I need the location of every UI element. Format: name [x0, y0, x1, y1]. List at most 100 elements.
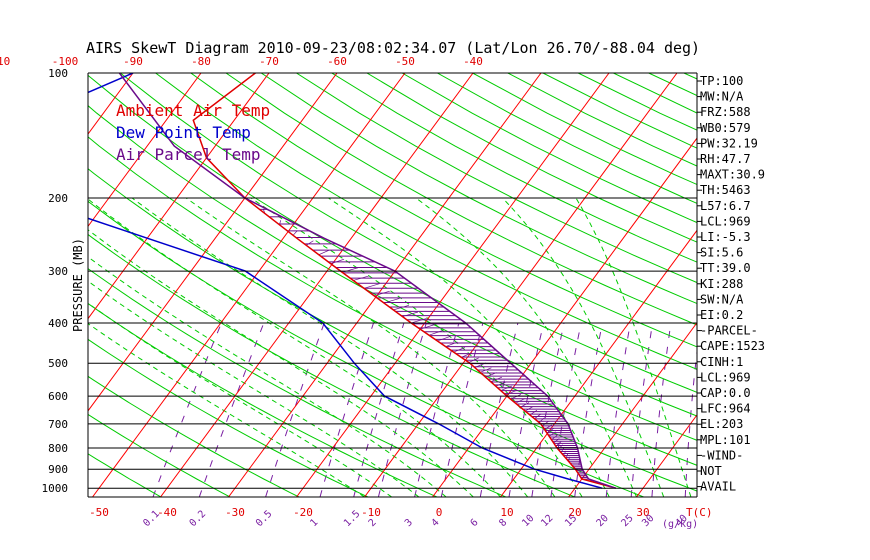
- mixing-ratio-line: [651, 322, 672, 497]
- temp-tick-label-bottom: 0: [436, 506, 443, 519]
- temp-tick-label-bottom: -50: [89, 506, 109, 519]
- moist-adiabat-line: [131, 197, 529, 497]
- mixing-ratio-label: 10: [520, 513, 536, 529]
- dry-adiabat-line: [88, 413, 231, 497]
- mixing-ratio-line: [531, 322, 565, 497]
- pressure-tick-label: 600: [48, 390, 68, 403]
- mixing-ratio-label: 3: [403, 517, 415, 529]
- dry-adiabat-line: [331, 73, 697, 263]
- temp-tick-label-bottom: -40: [157, 506, 177, 519]
- isotherm-line: [432, 137, 697, 497]
- temp-tick-label-top: -60: [327, 55, 347, 68]
- cape-hatch-diagonal: [546, 428, 554, 434]
- cape-hatch-diagonal: [500, 385, 513, 391]
- dry-adiabat-line: [190, 73, 697, 348]
- moist-adiabat-line: [88, 302, 392, 497]
- mixing-ratio-label: 6: [469, 517, 481, 529]
- temp-tick-label-top: -100: [52, 55, 79, 68]
- cape-hatch-diagonal: [555, 441, 562, 447]
- pressure-tick-label: 800: [48, 442, 68, 455]
- stability-index: TT:39.0: [700, 261, 751, 275]
- cape-hatch-diagonal: [520, 402, 530, 408]
- stability-index: NOT: [700, 464, 722, 478]
- mixing-ratio-line: [319, 322, 374, 497]
- pressure-tick-label: 400: [48, 317, 68, 330]
- mixing-ratio-label: 0.5: [254, 509, 275, 530]
- cape-hatch-diagonal: [461, 352, 472, 358]
- legend-entry: Dew Point Temp: [116, 123, 251, 142]
- temp-tick-label-bottom: 20: [568, 506, 581, 519]
- mixing-ratio-label: 0.2: [188, 509, 209, 530]
- isobars: [88, 72, 697, 498]
- isotherm-line: [0, 73, 65, 497]
- dry-adiabat-line: [88, 453, 162, 497]
- pressure-tick-label: 300: [48, 265, 68, 278]
- mixing-ratio-line: [508, 322, 545, 497]
- temp-tick-label-top: -80: [191, 55, 211, 68]
- cape-hatch-diagonal: [306, 240, 314, 246]
- dry-adiabat-line: [296, 73, 697, 284]
- isotherm-line: [296, 73, 610, 497]
- isotherm-line: [364, 73, 678, 497]
- cape-hatch-diagonal: [393, 304, 410, 311]
- stability-index: MAXT:30.9: [700, 168, 765, 182]
- isotherm-line: [88, 73, 202, 228]
- pressure-tick-label: 100: [48, 67, 68, 80]
- temp-tick-label-top: -90: [123, 55, 143, 68]
- y-axis-label: PRESSURE (MB): [71, 238, 85, 332]
- mixing-ratio-line: [684, 347, 697, 497]
- dry-adiabat-line: [88, 302, 438, 497]
- cape-hatch-diagonal: [363, 283, 380, 289]
- cape-hatch-diagonal: [524, 406, 534, 412]
- mixing-ratio-label: 1.5: [342, 509, 363, 530]
- mixing-ratio-line: [479, 322, 519, 497]
- dry-adiabat-line: [88, 104, 697, 441]
- temp-tick-label-bottom: 10: [500, 506, 513, 519]
- moist-adiabat-line: [88, 229, 474, 497]
- cape-hatch-diagonal: [437, 336, 451, 342]
- stability-index: LCL:969: [700, 214, 751, 228]
- moist-adiabat-line: [88, 323, 365, 497]
- isotherm-line: [568, 321, 697, 497]
- isotherm-line: [636, 414, 697, 497]
- moist-adiabat-line: [415, 197, 637, 497]
- series-line: [192, 73, 616, 489]
- cape-hatch-diagonal: [548, 431, 556, 437]
- isotherm-line: [228, 73, 542, 497]
- series-line: [88, 73, 603, 489]
- stability-index: AVAIL: [700, 480, 736, 494]
- stability-index: MW:N/A: [700, 90, 744, 104]
- chart-title: AIRS SkewT Diagram 2010-09-23/08:02:34.0…: [86, 39, 700, 57]
- cape-hatch-diagonal: [445, 341, 458, 347]
- cape-hatch-diagonal: [468, 357, 479, 363]
- mixing-ratio-label: 1: [308, 517, 320, 529]
- stability-index: CAPE:1523: [700, 339, 765, 353]
- temp-tick-label-top: -40: [463, 55, 483, 68]
- moist-adiabat-line: [328, 197, 610, 497]
- cape-hatch-diagonal: [529, 410, 538, 416]
- cape-hatch-diagonal: [485, 372, 497, 378]
- temp-tick-label-bottom: -30: [225, 506, 245, 519]
- dry-adiabat-line: [225, 73, 697, 326]
- stability-index: CAP:0.0: [700, 386, 751, 400]
- stability-index: SI:5.6: [700, 246, 743, 260]
- moist-adiabats: [88, 197, 692, 497]
- pressure-tick-label: 700: [48, 418, 68, 431]
- mixing-ratio-label: 20: [595, 513, 611, 529]
- cape-hatch-diagonal: [428, 330, 443, 336]
- dry-adiabat-line: [401, 73, 697, 224]
- temp-tick-label-bottom: 30: [636, 506, 649, 519]
- isotherm-line: [841, 73, 870, 497]
- dry-adiabat-line: [88, 338, 369, 497]
- cape-hatch-diagonal: [495, 381, 508, 387]
- mixing-ratio-line: [152, 322, 222, 497]
- stability-index: EI:0.2: [700, 308, 743, 322]
- isotherm-line: [88, 73, 338, 412]
- cape-hatch-diagonal: [402, 311, 419, 317]
- cape-hatch-diagonal: [557, 444, 563, 450]
- isotherm-line: [92, 73, 406, 497]
- temp-tick-label-bottom: -20: [293, 506, 313, 519]
- mixing-ratio-line: [605, 322, 631, 497]
- temp-axis-unit: T(C): [686, 506, 713, 519]
